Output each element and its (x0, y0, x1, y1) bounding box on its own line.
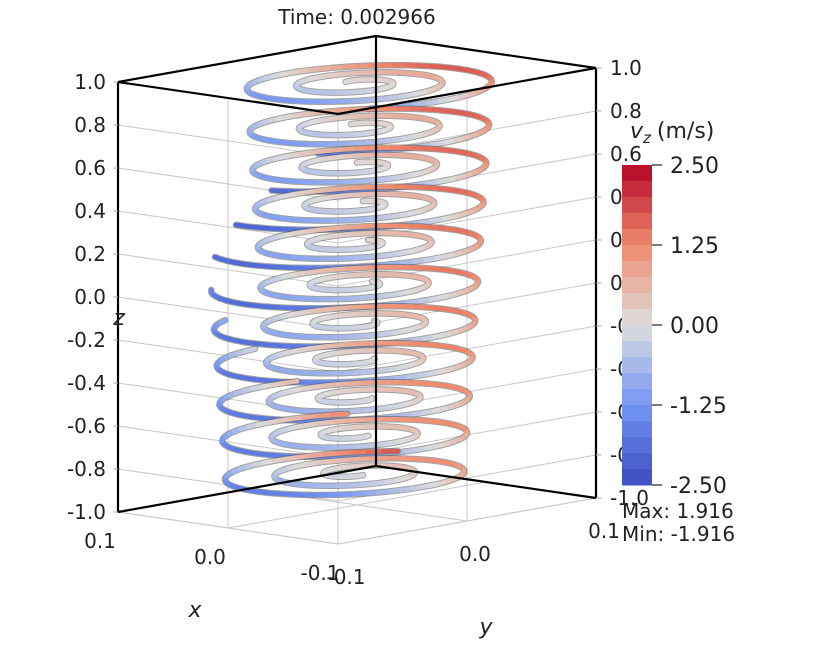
colorbar-band (622, 245, 652, 262)
colorbar-band (622, 229, 652, 246)
colorbar-ticks: 2.50 1.25 0.00 -1.25 -2.50 (652, 154, 727, 499)
colorbar-band (622, 309, 652, 326)
y-axis-ticks: -0.1 0.0 0.1 (326, 519, 619, 589)
streamline-segment (212, 254, 223, 262)
z-tick-label-right: 0.6 (610, 142, 642, 166)
colorbar-tick-label: 1.25 (670, 234, 719, 259)
z-tick-label-left: -0.6 (67, 414, 106, 438)
colorbar-max-stat: Max: 1.916 (622, 499, 734, 523)
colorbar-band (622, 165, 652, 182)
y-tick-label: 0.0 (459, 542, 491, 566)
colorbar-title-sub: z (642, 129, 652, 147)
z-tick-label-left: 0.0 (74, 285, 106, 309)
streamlines (208, 61, 496, 499)
z-tick-label-right: 0.8 (610, 99, 642, 123)
colorbar-tick-label: 0.00 (670, 314, 719, 339)
box-edge (117, 80, 339, 116)
streamline-segment (301, 413, 321, 420)
z-tick-label-right: 1.0 (610, 56, 642, 80)
chart-title: Time: 0.002966 (277, 5, 435, 29)
streamline-segment (233, 222, 248, 229)
streamline-segment (329, 411, 350, 417)
colorbar-band (622, 181, 652, 198)
z-tick-label-left: 1.0 (74, 70, 106, 94)
colorbar-title-unit: (m/s) (657, 119, 714, 144)
colorbar-band (622, 405, 652, 422)
x-tick-label: -0.1 (300, 561, 339, 585)
colorbar-band (622, 437, 652, 454)
z-axis-label: z (112, 306, 125, 331)
streamline-segment (336, 450, 356, 456)
box-edge (375, 34, 597, 70)
streamline-level (216, 377, 474, 424)
colorbar-bands (622, 165, 652, 486)
colorbar: vz (m/s) 2.50 1.25 0.00 -1.25 -2.50 Max: 1.91… (622, 119, 735, 546)
colorbar-band (622, 261, 652, 278)
colorbar-band (622, 197, 652, 214)
colorbar-tick-label: -2.50 (670, 474, 727, 499)
colorbar-tick-label: -1.25 (670, 394, 727, 419)
colorbar-band (622, 293, 652, 310)
colorbar-band (622, 373, 652, 390)
colorbar-title-var: v (630, 119, 644, 144)
z-tick-label-left: -0.8 (67, 457, 106, 481)
colorbar-band (622, 357, 652, 374)
colorbar-band (622, 453, 652, 470)
colorbar-band (622, 469, 652, 486)
colorbar-tick-label: 2.50 (670, 154, 719, 179)
z-tick-label-left: -0.4 (67, 371, 106, 395)
z-tick-label-left: 0.8 (74, 113, 106, 137)
y-tick-label: 0.1 (588, 519, 620, 543)
box-edge (117, 34, 377, 84)
streamline-segment (322, 451, 341, 457)
streamline-segment (315, 412, 335, 419)
colorbar-min-stat: Min: -1.916 (622, 522, 735, 546)
z-axis-ticks-left: 1.0 0.8 0.6 0.4 0.2 0.0 -0.2 -0.4 -0.6 -0.8 -1.0 (67, 70, 118, 524)
streamline-level (211, 222, 485, 272)
z-tick-label-left: 0.6 (74, 156, 106, 180)
grid-line (117, 511, 339, 545)
box-edge (337, 66, 597, 116)
z-tick-label-left: -1.0 (67, 500, 106, 524)
y-axis-label: y (478, 615, 493, 640)
x-axis-label: x (187, 598, 202, 623)
colorbar-band (622, 213, 652, 230)
streamline-segment (217, 317, 228, 325)
x-axis-ticks: 0.1 0.0 -0.1 (84, 529, 339, 585)
colorbar-band (622, 389, 652, 406)
x-tick-label: 0.0 (194, 545, 226, 569)
streamline-segment (282, 378, 300, 386)
streamline-level (232, 183, 487, 234)
streamline-segment (344, 149, 365, 155)
colorbar-band (622, 325, 652, 342)
streamline-level (210, 302, 479, 350)
x-tick-label: 0.1 (84, 529, 116, 553)
z-tick-label-left: 0.4 (74, 199, 106, 223)
z-tick-label-left: -0.2 (67, 328, 106, 352)
box-edge (375, 464, 597, 500)
z-tick-label-left: 0.2 (74, 242, 106, 266)
streamline-level (213, 339, 476, 386)
y-tick-label: -0.1 (326, 565, 365, 589)
colorbar-band (622, 341, 652, 358)
colorbar-band (622, 421, 652, 438)
streamline-segment (308, 452, 327, 459)
streamline-segment (269, 188, 287, 194)
colorbar-band (622, 277, 652, 294)
bounding-box (116, 34, 598, 514)
streamline-segment (243, 346, 258, 354)
streamline-segment (351, 449, 371, 455)
z-tick-label-right: -1.0 (610, 486, 649, 510)
colorbar-title: vz (m/s) (630, 119, 714, 147)
streamline-level (221, 447, 468, 499)
streamline-level (243, 61, 496, 113)
box-edge (117, 464, 377, 514)
streamline-level (246, 105, 493, 157)
